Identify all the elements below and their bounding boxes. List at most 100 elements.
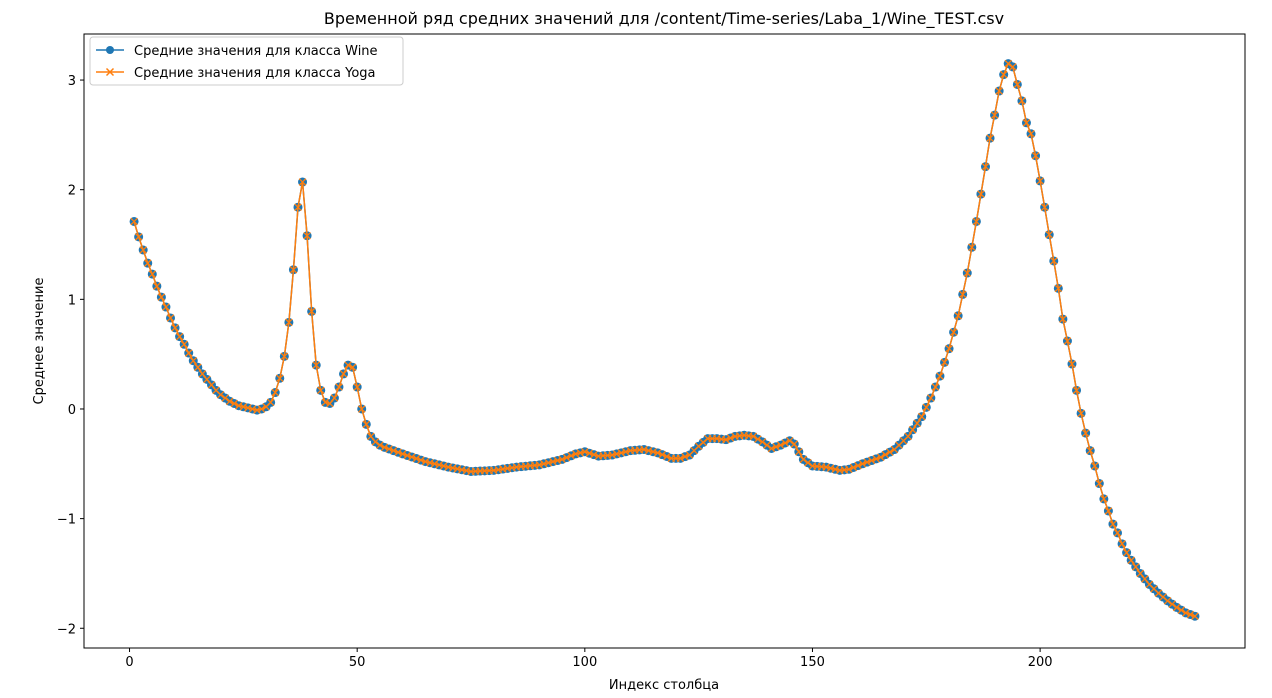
data-point-yoga bbox=[567, 452, 575, 460]
x-tick-label: 200 bbox=[1028, 655, 1053, 670]
data-point-yoga bbox=[303, 231, 311, 240]
legend-wine-label: Средние значения для класса Wine bbox=[134, 44, 378, 59]
data-point-yoga bbox=[257, 405, 266, 413]
data-point-yoga bbox=[585, 449, 594, 457]
data-point-yoga bbox=[348, 363, 357, 372]
data-point-yoga bbox=[385, 445, 393, 453]
data-point-yoga bbox=[945, 344, 953, 353]
axis-ticks: 0 50 100 150 200 −2 −1 0 1 2 3 bbox=[57, 74, 1053, 670]
data-point-yoga bbox=[1182, 609, 1190, 617]
data-point-yoga bbox=[749, 432, 758, 441]
data-point-yoga bbox=[357, 405, 366, 413]
data-point-yoga bbox=[1131, 563, 1140, 571]
data-point-yoga bbox=[330, 394, 339, 402]
data-point-yoga bbox=[221, 394, 229, 402]
data-point-yoga bbox=[795, 447, 803, 456]
data-point-yoga bbox=[1013, 80, 1022, 89]
chart-title: Временной ряд средних значений для /cont… bbox=[324, 9, 1004, 29]
data-point-yoga bbox=[845, 465, 853, 474]
data-point-yoga bbox=[826, 464, 835, 472]
data-point-yoga bbox=[653, 449, 662, 457]
y-tick-label: −2 bbox=[57, 622, 76, 637]
data-point-yoga bbox=[872, 455, 880, 463]
data-point-yoga bbox=[143, 259, 152, 267]
data-point-yoga bbox=[225, 397, 234, 406]
data-point-yoga bbox=[426, 458, 434, 467]
y-tick-label: 2 bbox=[68, 184, 76, 199]
data-point-yoga bbox=[198, 370, 207, 378]
y-axis-label: Среднее значение bbox=[32, 278, 47, 405]
data-point-yoga bbox=[1118, 540, 1126, 548]
data-point-yoga bbox=[954, 312, 962, 320]
data-point-yoga bbox=[581, 447, 589, 456]
data-point-yoga bbox=[130, 217, 138, 226]
data-point-yoga bbox=[1172, 603, 1181, 612]
data-point-yoga bbox=[681, 452, 689, 461]
data-point-yoga bbox=[931, 383, 940, 391]
data-point-yoga bbox=[1063, 337, 1072, 345]
data-point-yoga bbox=[371, 438, 380, 446]
data-point-yoga bbox=[339, 370, 348, 378]
data-point-yoga bbox=[312, 361, 320, 369]
y-tick-label: 0 bbox=[68, 403, 76, 418]
data-point-yoga bbox=[968, 243, 976, 252]
data-point-yoga bbox=[321, 398, 330, 407]
data-point-yoga bbox=[904, 432, 912, 441]
data-point-yoga bbox=[266, 398, 275, 407]
data-point-yoga bbox=[239, 403, 248, 411]
data-point-yoga bbox=[326, 399, 334, 408]
data-point-yoga bbox=[430, 460, 439, 468]
data-point-yoga bbox=[658, 450, 666, 459]
data-point-yoga bbox=[1100, 495, 1108, 503]
data-point-yoga bbox=[990, 111, 999, 119]
data-point-yoga bbox=[831, 465, 839, 474]
data-point-yoga bbox=[139, 246, 147, 254]
data-point-yoga bbox=[881, 450, 890, 459]
data-point-yoga bbox=[1072, 386, 1081, 395]
data-point-yoga bbox=[981, 162, 990, 171]
data-point-yoga bbox=[207, 381, 216, 389]
data-point-yoga bbox=[380, 443, 389, 452]
data-point-yoga bbox=[421, 457, 430, 466]
y-tick-label: 3 bbox=[68, 74, 76, 89]
data-point-yoga bbox=[622, 447, 630, 456]
data-point-yoga bbox=[558, 455, 566, 464]
data-point-yoga bbox=[1054, 284, 1063, 293]
data-point-yoga bbox=[1059, 315, 1067, 323]
data-point-yoga bbox=[134, 233, 143, 241]
data-point-yoga bbox=[148, 270, 157, 278]
data-point-yoga bbox=[253, 406, 261, 414]
data-point-yoga bbox=[403, 451, 412, 460]
legend-wine-marker bbox=[106, 46, 114, 54]
x-tick-label: 100 bbox=[572, 655, 597, 670]
data-point-yoga bbox=[722, 435, 730, 444]
data-point-yoga bbox=[175, 332, 184, 341]
data-point-yoga bbox=[1081, 429, 1090, 437]
series-line-yoga bbox=[133, 62, 1196, 617]
data-point-yoga bbox=[353, 383, 361, 391]
data-point-yoga bbox=[1004, 59, 1013, 68]
data-point-yoga bbox=[858, 460, 867, 468]
data-point-yoga bbox=[1022, 119, 1031, 127]
data-point-yoga bbox=[763, 441, 771, 449]
data-point-yoga bbox=[194, 363, 202, 372]
data-point-yoga bbox=[1018, 97, 1026, 105]
data-point-yoga bbox=[877, 453, 885, 461]
data-point-yoga bbox=[180, 340, 188, 349]
data-point-yoga bbox=[1141, 575, 1149, 583]
y-tick-label: 1 bbox=[68, 293, 76, 308]
data-point-yoga bbox=[1163, 597, 1172, 605]
data-point-yoga bbox=[362, 420, 371, 429]
x-tick-label: 0 bbox=[125, 655, 133, 670]
data-point-yoga bbox=[995, 87, 1003, 95]
data-point-yoga bbox=[758, 438, 767, 446]
data-point-yoga bbox=[562, 453, 571, 462]
data-point-yoga bbox=[540, 460, 548, 468]
data-point-yoga bbox=[417, 456, 425, 464]
data-point-yoga bbox=[280, 352, 289, 361]
data-point-yoga bbox=[1104, 507, 1113, 515]
x-tick-label: 50 bbox=[349, 655, 366, 670]
data-point-yoga bbox=[435, 461, 443, 469]
data-point-yoga bbox=[1040, 203, 1049, 211]
